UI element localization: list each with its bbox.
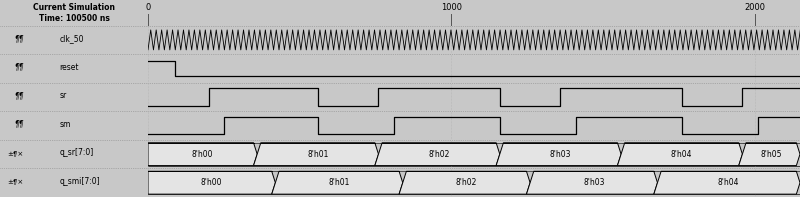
Text: clk_50: clk_50 (59, 34, 84, 43)
Text: ¶¶: ¶¶ (15, 62, 25, 72)
Polygon shape (618, 143, 742, 165)
Text: reset: reset (59, 62, 78, 72)
Text: ¶¶: ¶¶ (15, 34, 25, 43)
Text: 8'h01: 8'h01 (307, 150, 329, 159)
Polygon shape (496, 143, 621, 165)
Polygon shape (272, 171, 402, 194)
Text: 8'h02: 8'h02 (456, 178, 477, 187)
Text: 8'h04: 8'h04 (718, 178, 739, 187)
Polygon shape (148, 143, 257, 165)
Text: 8'h03: 8'h03 (550, 150, 571, 159)
Text: q_sr[7:0]: q_sr[7:0] (59, 148, 94, 157)
Polygon shape (375, 143, 500, 165)
Text: 8'h03: 8'h03 (583, 178, 605, 187)
Text: sm: sm (59, 120, 70, 129)
Text: 1000: 1000 (441, 3, 462, 12)
Text: 8'h05: 8'h05 (761, 150, 782, 159)
Text: 8'h00: 8'h00 (201, 178, 222, 187)
Text: 8'h01: 8'h01 (328, 178, 350, 187)
Text: ±¶×: ±¶× (7, 150, 24, 156)
Polygon shape (526, 171, 658, 194)
Polygon shape (148, 171, 275, 194)
Text: sr: sr (59, 91, 66, 100)
Text: 8'h04: 8'h04 (671, 150, 693, 159)
Text: 8'h02: 8'h02 (429, 150, 450, 159)
Text: ¶¶: ¶¶ (15, 91, 25, 100)
Text: Current Simulation
Time: 100500 ns: Current Simulation Time: 100500 ns (33, 3, 115, 22)
Polygon shape (654, 171, 800, 194)
Text: 2000: 2000 (744, 3, 765, 12)
Text: 8'h00: 8'h00 (192, 150, 214, 159)
Text: q_smi[7:0]: q_smi[7:0] (59, 177, 100, 186)
Text: ±¶×: ±¶× (7, 178, 24, 184)
Polygon shape (738, 143, 800, 165)
Polygon shape (254, 143, 378, 165)
Text: ¶¶: ¶¶ (15, 120, 25, 129)
Text: 0: 0 (146, 3, 150, 12)
Polygon shape (399, 171, 530, 194)
